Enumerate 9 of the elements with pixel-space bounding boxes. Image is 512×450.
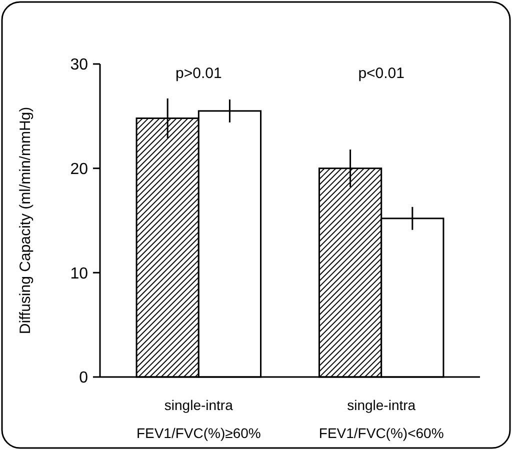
y-axis-title: Diffusing Capacity (ml/min/mmHg) <box>17 106 34 334</box>
annotation: p<0.01 <box>358 65 404 82</box>
y-tick-label: 10 <box>70 265 88 282</box>
y-tick-label: 30 <box>70 56 88 74</box>
x-tick-label: single-intra FEV1/FVC(%)≥60% <box>136 397 261 441</box>
y-tick-label: 0 <box>79 370 88 387</box>
y-tick-label: 20 <box>70 160 88 178</box>
annotation: p>0.01 <box>176 65 222 82</box>
x-tick-label: single-intra FEV1/FVC(%)<60% <box>318 397 444 441</box>
